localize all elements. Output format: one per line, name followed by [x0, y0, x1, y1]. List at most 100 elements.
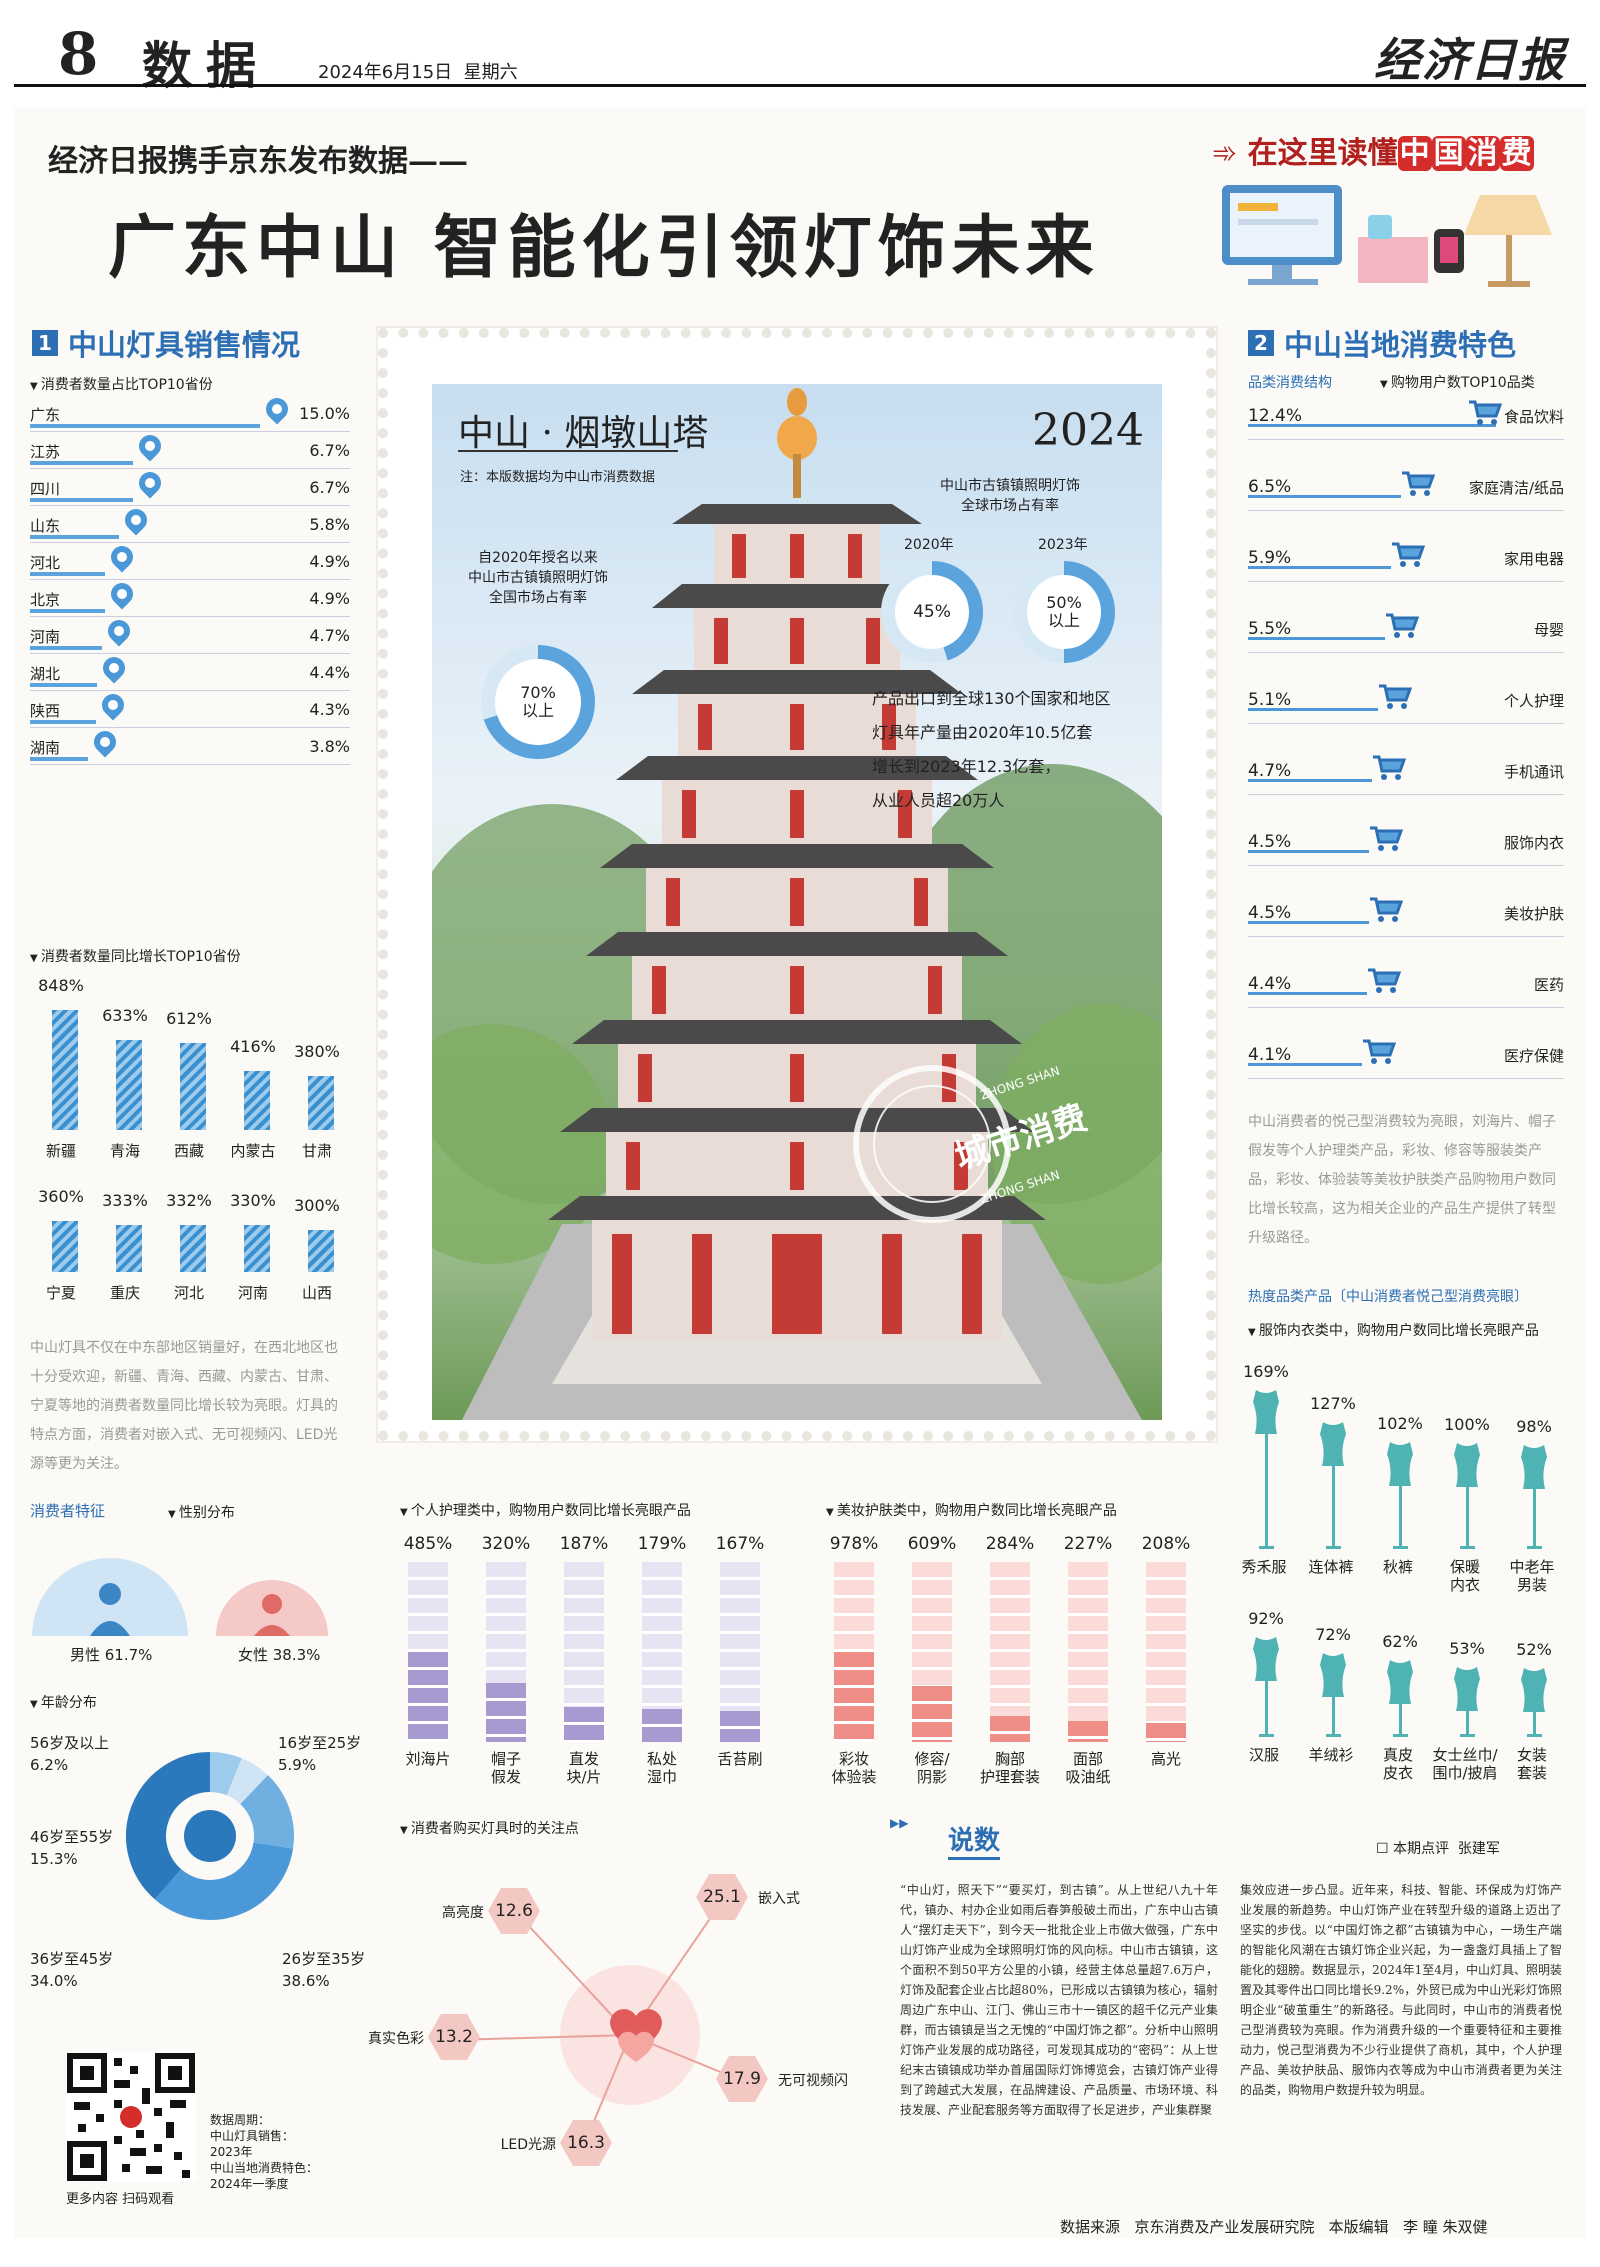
- ring-value-suffix: 以上: [521, 701, 554, 720]
- clothing-value: 169%: [1243, 1362, 1289, 1381]
- fact-line: 灯具年产量由2020年10.5亿套: [872, 723, 1093, 742]
- beauty-subtitle: 美妆护肤类中，购物用户数同比增长亮眼产品: [826, 1500, 1117, 1520]
- kicker: 经济日报携手京东发布数据——: [48, 144, 468, 179]
- category-name: 医疗保健: [1503, 1047, 1564, 1065]
- province-value: 15.0%: [299, 404, 350, 423]
- product-label-line: 湿巾: [646, 1768, 677, 1786]
- commentary-column-1: “中山灯，照天下”“要买灯，到古镇”。从上世纪八九十年代，镇办、村办企业如雨后春…: [900, 1883, 1218, 2117]
- clothing-label-line: 套装: [1516, 1764, 1547, 1782]
- source-label: 数据来源: [1060, 2218, 1121, 2236]
- mannequin-icon: [1251, 1635, 1281, 1740]
- growth-bar: [244, 1071, 270, 1130]
- caption-line: 自2020年授名以来: [478, 550, 598, 566]
- age-value: 34.0%: [30, 1972, 78, 1990]
- location-pin-icon: [106, 541, 138, 573]
- product-column: [990, 1562, 1030, 1742]
- date-text: 2024年6月15日: [318, 62, 453, 83]
- product-label: 直发 块/片: [548, 1750, 620, 1786]
- province-row: 湖北 4.4%: [30, 651, 350, 691]
- age-subtitle: 年龄分布: [30, 1692, 97, 1712]
- cart-icon: [1367, 968, 1402, 994]
- focus-subtitle: 消费者购买灯具时的关注点: [400, 1818, 579, 1838]
- age-slice: [126, 1752, 211, 1900]
- author-name: 张建军: [1457, 1841, 1500, 1857]
- age-label: 46岁至55岁 15.3%: [30, 1826, 113, 1870]
- period-value: 2024年一季度: [210, 2177, 289, 2191]
- product-column-fill: [720, 1711, 760, 1742]
- editor-label: 本版编辑: [1328, 2218, 1389, 2236]
- category-row: 4.5% 美妆护肤: [1248, 889, 1564, 937]
- clothing-label: 汉服: [1230, 1746, 1298, 1764]
- growth-bar: [308, 1230, 334, 1272]
- product-label: 胸部 护理套装: [974, 1750, 1046, 1786]
- product-value: 320%: [481, 1534, 531, 1554]
- growth-province: 西藏: [173, 1142, 204, 1160]
- section-title: 数据: [142, 36, 270, 95]
- focus-label: LED光源: [500, 2137, 556, 2153]
- product-label-line: 胸部: [994, 1750, 1025, 1768]
- section-number: 1: [32, 330, 58, 356]
- product-label-line: 体验装: [831, 1768, 877, 1786]
- category-name: 家用电器: [1503, 550, 1564, 568]
- product-column-fill: [990, 1716, 1030, 1742]
- clothing-label: 秀禾服: [1230, 1558, 1298, 1576]
- product-label-line: 阴影: [916, 1768, 947, 1786]
- province-row: 河南 4.7%: [30, 614, 350, 654]
- mannequin-icon: [1452, 1665, 1482, 1740]
- product-column-fill: [564, 1707, 604, 1742]
- category-bar: [1248, 779, 1372, 782]
- category-row: 4.1% 医疗保健: [1248, 1031, 1564, 1079]
- category-name: 个人护理: [1503, 692, 1564, 710]
- stamp-year: 2024: [1032, 405, 1144, 456]
- category-value: 4.7%: [1248, 761, 1292, 781]
- product-column: [912, 1562, 952, 1742]
- province-bar: [30, 535, 119, 539]
- personal-care-subtitle: 个人护理类中，购物用户数同比增长亮眼产品: [400, 1500, 691, 1520]
- clothing-label-line: 羊绒衫: [1308, 1746, 1354, 1764]
- location-pin-icon: [103, 615, 135, 647]
- focus-network: [452, 1903, 741, 2146]
- product-label: 修容/阴影: [896, 1750, 968, 1786]
- growth-province: 重庆: [109, 1284, 140, 1302]
- province-bar: [30, 424, 260, 428]
- age-range: 56岁及以上: [30, 1734, 110, 1752]
- clothing-value: 102%: [1377, 1414, 1423, 1433]
- product-label: 私处 湿巾: [626, 1750, 698, 1786]
- mannequin-icon: [1318, 1651, 1348, 1740]
- product-value: 284%: [985, 1534, 1035, 1554]
- age-range: 46岁至55岁: [30, 1828, 114, 1846]
- masthead: 8 数据 2024年6月15日 星期六 经济日报: [0, 0, 1600, 95]
- masthead-rule: [14, 84, 1586, 87]
- product-label-line: 帽子: [490, 1750, 521, 1768]
- city-seal: [853, 1065, 1011, 1223]
- data-period: 数据周期： 中山灯具销售： 2023年 中山当地消费特色： 2024年一季度: [210, 2112, 318, 2192]
- province-name: 湖北: [30, 665, 61, 683]
- people-icon: [184, 1810, 236, 1862]
- product-value: 187%: [559, 1534, 609, 1554]
- gender-subtitle: 性别分布: [168, 1502, 235, 1522]
- year-2023-label: 2023年: [1038, 537, 1088, 553]
- product-column-fill: [642, 1709, 682, 1742]
- ring-fill: [483, 645, 595, 759]
- consumer-title: 消费者特征: [30, 1502, 106, 1520]
- product-column: [486, 1562, 526, 1742]
- share-2023-value: 50% 以上: [1008, 594, 1120, 630]
- qr-code[interactable]: [66, 2052, 196, 2182]
- focus-label: 真实色彩: [368, 2031, 424, 2047]
- age-label: 16岁至25岁 5.9%: [278, 1732, 361, 1776]
- mannequin-icon: [1251, 1388, 1281, 1552]
- clothing-label: 保暖 内衣: [1431, 1558, 1499, 1594]
- cart-icon: [1362, 1039, 1397, 1065]
- location-pin-icon: [120, 504, 152, 536]
- category-row: 5.1% 个人护理: [1248, 676, 1564, 724]
- product-label-line: 刘海片: [405, 1750, 451, 1768]
- product-label: 面部 吸油纸: [1052, 1750, 1124, 1786]
- mannequin-icon: [1519, 1666, 1549, 1740]
- commentary-byline: ☐ 本期点评 张建军: [1376, 1838, 1500, 1858]
- section2-title: 2 中山当地消费特色: [1248, 322, 1516, 364]
- weekday-text: 星期六: [463, 62, 518, 83]
- editor-names: 李 瞳 朱双健: [1402, 2218, 1488, 2236]
- national-share-caption: 自2020年授名以来 中山市古镇镇照明灯饰 全国市场占有率: [458, 548, 618, 608]
- age-donut-chart: [126, 1752, 294, 1920]
- product-label: 刘海片: [392, 1750, 464, 1768]
